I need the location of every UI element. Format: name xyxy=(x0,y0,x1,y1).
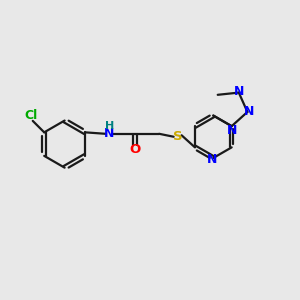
Text: N: N xyxy=(207,153,218,166)
Text: Cl: Cl xyxy=(25,109,38,122)
Text: H: H xyxy=(104,121,114,131)
Text: N: N xyxy=(104,127,114,140)
Text: N: N xyxy=(226,124,237,137)
Text: N: N xyxy=(234,85,244,98)
Text: O: O xyxy=(129,143,141,157)
Text: N: N xyxy=(244,106,254,118)
Text: S: S xyxy=(173,130,182,143)
